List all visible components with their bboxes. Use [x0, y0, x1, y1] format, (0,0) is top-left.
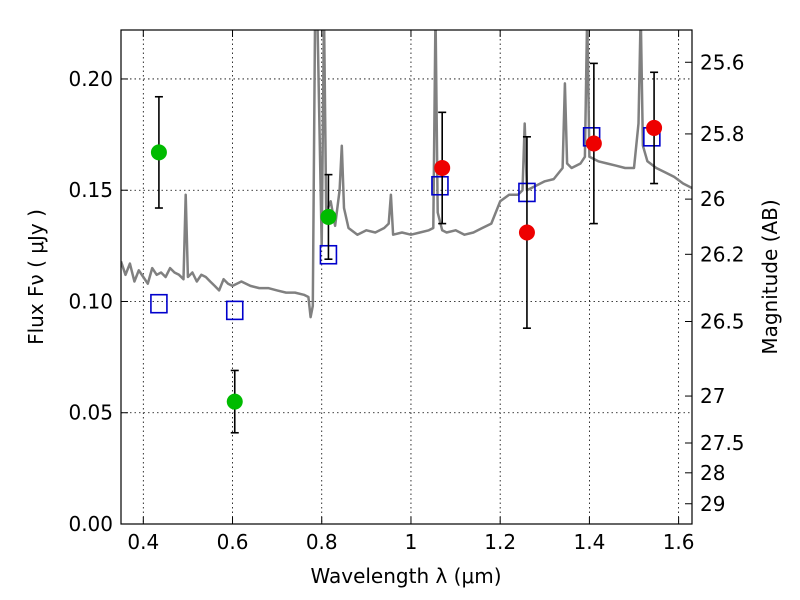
- observed-point: [150, 144, 167, 161]
- mag-tick-label: 28: [700, 461, 725, 485]
- mag-tick-label: 25.6: [700, 50, 745, 74]
- x-tick-label: 0.8: [306, 530, 338, 554]
- y2-axis-title: Magnitude (AB): [758, 199, 782, 354]
- y-tick-label: 0.05: [68, 401, 113, 425]
- observed-point: [226, 393, 243, 410]
- mag-tick-label: 26.5: [700, 310, 745, 334]
- y-tick-label: 0.15: [68, 178, 113, 202]
- errorbar-layer: [150, 62, 663, 434]
- mag-tick-label: 26.2: [700, 242, 745, 266]
- model-photometry-point: [225, 300, 244, 321]
- axis-ticks: 0.4 0.6 0.8 1 1.2 1.4 1.6 0.00 0.05 0.10 0.15 0.20 2…: [68, 30, 745, 554]
- x-tick-label: 1.2: [484, 530, 516, 554]
- mag-tick-label: 27.5: [700, 431, 745, 455]
- y-axis-title: Flux Fν ( μJy ): [24, 209, 48, 345]
- x-tick-label: 1.4: [573, 530, 605, 554]
- grid: [121, 30, 692, 524]
- mag-tick-label: 27: [700, 384, 725, 408]
- y-tick-label: 0.20: [68, 67, 113, 91]
- mag-tick-label: 25.8: [700, 122, 745, 146]
- model-photometry-point: [431, 175, 449, 196]
- mag-tick-label: 26: [700, 187, 725, 211]
- x-tick-label: 1: [405, 530, 418, 554]
- observed-point: [646, 119, 663, 136]
- spectrum-line: [121, 30, 692, 319]
- observed-point: [585, 135, 602, 152]
- model-photometry-point: [150, 293, 168, 314]
- observed-point: [320, 208, 337, 225]
- observed-point: [434, 159, 451, 176]
- y-tick-label: 0.00: [68, 512, 113, 536]
- plot-background: [121, 30, 692, 524]
- mag-tick-label: 29: [700, 492, 725, 516]
- observed-point: [518, 224, 535, 241]
- plot-frame: [120, 29, 693, 525]
- x-tick-label: 1.6: [663, 530, 695, 554]
- y-tick-label: 0.10: [68, 289, 113, 313]
- x-tick-label: 0.4: [127, 530, 159, 554]
- x-tick-label: 0.6: [217, 530, 249, 554]
- x-axis-title: Wavelength λ (μm): [310, 564, 501, 588]
